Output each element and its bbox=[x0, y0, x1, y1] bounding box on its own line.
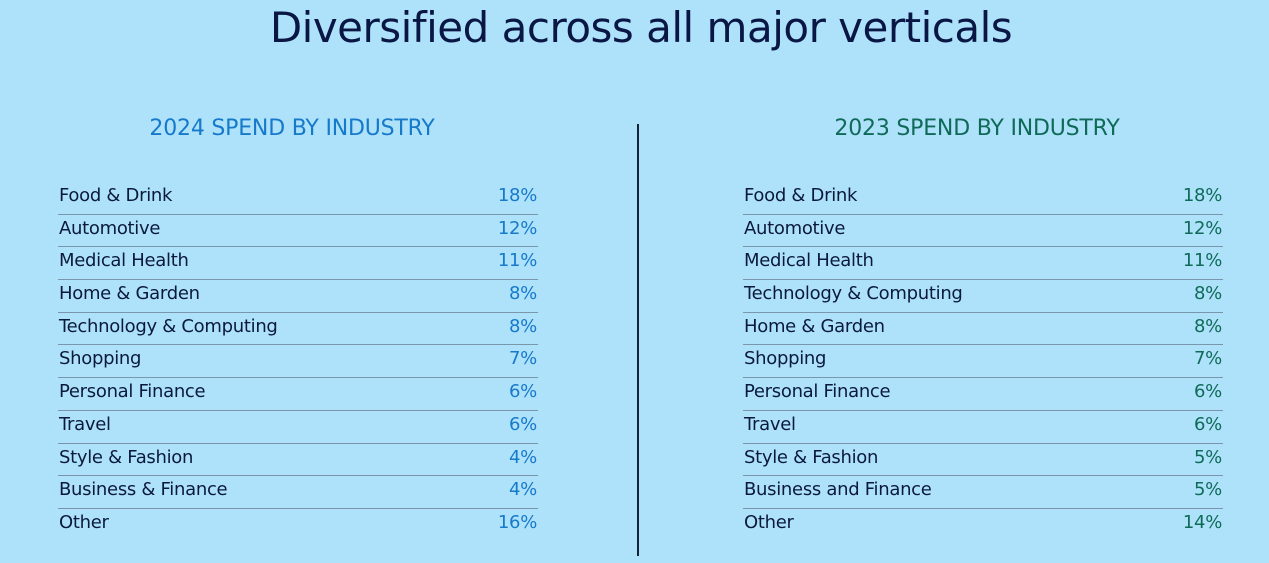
industry-percent: 5% bbox=[1194, 446, 1222, 468]
industry-label: Food & Drink bbox=[744, 185, 858, 206]
industry-row: Automotive 12% bbox=[58, 215, 538, 248]
industry-row: Travel 6% bbox=[743, 411, 1223, 444]
industry-percent: 8% bbox=[1194, 315, 1222, 337]
industry-label: Travel bbox=[59, 413, 111, 435]
industry-label: Travel bbox=[744, 413, 796, 435]
industry-percent: 4% bbox=[509, 479, 537, 501]
industry-row: Home & Garden 8% bbox=[743, 313, 1223, 346]
industry-percent: 6% bbox=[1194, 381, 1222, 403]
industry-percent: 14% bbox=[1182, 511, 1222, 533]
industry-percent: 16% bbox=[497, 511, 537, 533]
industry-label: Shopping bbox=[59, 348, 142, 370]
industry-label: Business & Finance bbox=[59, 479, 228, 501]
panel-heading-2023: 2023 SPEND BY INDUSTRY bbox=[834, 116, 1120, 141]
industry-percent: 6% bbox=[509, 413, 537, 435]
industry-label: Food & Drink bbox=[59, 185, 173, 206]
industry-percent: 5% bbox=[1194, 479, 1222, 501]
industry-row: Other 16% bbox=[58, 509, 538, 542]
industry-label: Style & Fashion bbox=[59, 446, 194, 468]
industry-percent: 4% bbox=[509, 446, 537, 468]
page-title: Diversified across all major verticals bbox=[269, 3, 1013, 52]
industry-row: Other 14% bbox=[743, 509, 1223, 542]
industry-row: Automotive 12% bbox=[743, 215, 1223, 248]
industry-row: Food & Drink 18% bbox=[58, 182, 538, 215]
industry-row: Medical Health 11% bbox=[58, 247, 538, 281]
industry-row: Business and Finance 5% bbox=[743, 476, 1223, 509]
industry-label: Technology & Computing bbox=[744, 283, 963, 305]
industry-list-2023: Food & Drink 18% Automotive 12% Medical He… bbox=[743, 182, 1223, 542]
industry-row: Business & Finance 4% bbox=[58, 476, 538, 509]
industry-percent: 6% bbox=[509, 381, 537, 403]
industry-label: Business and Finance bbox=[744, 479, 932, 501]
industry-percent: 6% bbox=[1194, 413, 1222, 435]
industry-percent: 11% bbox=[497, 250, 537, 272]
industry-label: Personal Finance bbox=[59, 381, 206, 403]
industry-label: Home & Garden bbox=[744, 315, 885, 337]
industry-row: Technology & Computing 8% bbox=[743, 280, 1223, 313]
industry-percent: 18% bbox=[1182, 185, 1222, 206]
industry-row: Shopping 7% bbox=[743, 345, 1223, 379]
industry-row: Medical Health 11% bbox=[743, 247, 1223, 281]
industry-row: Shopping 7% bbox=[58, 345, 538, 379]
industry-row: Home & Garden 8% bbox=[58, 280, 538, 313]
industry-percent: 12% bbox=[1182, 217, 1222, 239]
industry-label: Technology & Computing bbox=[59, 315, 278, 337]
industry-row: Technology & Computing 8% bbox=[58, 313, 538, 346]
industry-label: Automotive bbox=[744, 217, 846, 239]
industry-row: Personal Finance 6% bbox=[743, 378, 1223, 411]
industry-percent: 7% bbox=[1194, 348, 1222, 370]
industry-label: Style & Fashion bbox=[744, 446, 879, 468]
industry-row: Style & Fashion 5% bbox=[743, 444, 1223, 477]
industry-label: Personal Finance bbox=[744, 381, 891, 403]
column-divider bbox=[637, 124, 639, 556]
industry-row: Travel 6% bbox=[58, 411, 538, 444]
industry-label: Home & Garden bbox=[59, 283, 200, 305]
industry-label: Medical Health bbox=[744, 250, 874, 272]
industry-percent: 18% bbox=[497, 185, 537, 206]
industry-label: Medical Health bbox=[59, 250, 189, 272]
industry-row: Personal Finance 6% bbox=[58, 378, 538, 411]
industry-percent: 8% bbox=[509, 283, 537, 305]
industry-percent: 8% bbox=[1194, 283, 1222, 305]
industry-label: Automotive bbox=[59, 217, 161, 239]
industry-percent: 8% bbox=[509, 315, 537, 337]
industry-row: Food & Drink 18% bbox=[743, 182, 1223, 215]
industry-percent: 11% bbox=[1182, 250, 1222, 272]
industry-label: Shopping bbox=[744, 348, 827, 370]
panel-heading-2024: 2024 SPEND BY INDUSTRY bbox=[149, 116, 435, 141]
industry-percent: 12% bbox=[497, 217, 537, 239]
industry-row: Style & Fashion 4% bbox=[58, 444, 538, 477]
industry-label: Other bbox=[744, 511, 794, 533]
industry-percent: 7% bbox=[509, 348, 537, 370]
industry-list-2024: Food & Drink 18% Automotive 12% Medical He… bbox=[58, 182, 538, 542]
industry-label: Other bbox=[59, 511, 109, 533]
